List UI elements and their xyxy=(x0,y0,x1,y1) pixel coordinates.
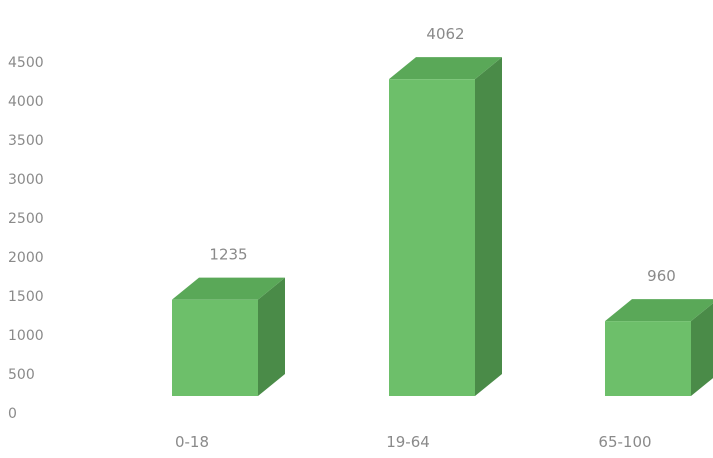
y-tick-label: 2000 xyxy=(8,250,44,266)
bars-group: 1235 4062 960 xyxy=(172,25,713,396)
data-label: 1235 xyxy=(209,246,247,264)
y-tick-label: 2500 xyxy=(8,211,44,227)
y-tick-label: 1000 xyxy=(8,328,44,344)
x-axis: 0-18 19-64 65-100 xyxy=(175,433,652,451)
data-label: 960 xyxy=(647,267,676,285)
bar-65-100: 960 xyxy=(605,267,713,396)
y-tick-label: 3500 xyxy=(8,133,44,149)
bar-0-18: 1235 xyxy=(172,246,285,396)
x-category-label: 19-64 xyxy=(386,433,430,451)
bar-front-face xyxy=(172,300,258,396)
y-tick-label: 500 xyxy=(8,367,35,383)
y-tick-label: 3000 xyxy=(8,172,44,188)
y-tick-label: 0 xyxy=(8,406,17,422)
x-category-label: 0-18 xyxy=(175,433,209,451)
y-axis: 0 500 1000 1500 2000 2500 3000 3500 4000 4500 xyxy=(8,55,44,422)
x-category-label: 65-100 xyxy=(598,433,651,451)
bar-19-64: 4062 xyxy=(389,25,502,396)
y-tick-label: 4000 xyxy=(8,94,44,110)
data-label: 4062 xyxy=(426,25,464,43)
bar-front-face xyxy=(605,321,691,396)
bar-side-face xyxy=(475,57,502,396)
y-tick-label: 4500 xyxy=(8,55,44,71)
y-tick-label: 1500 xyxy=(8,289,44,305)
bar-front-face xyxy=(389,79,475,396)
